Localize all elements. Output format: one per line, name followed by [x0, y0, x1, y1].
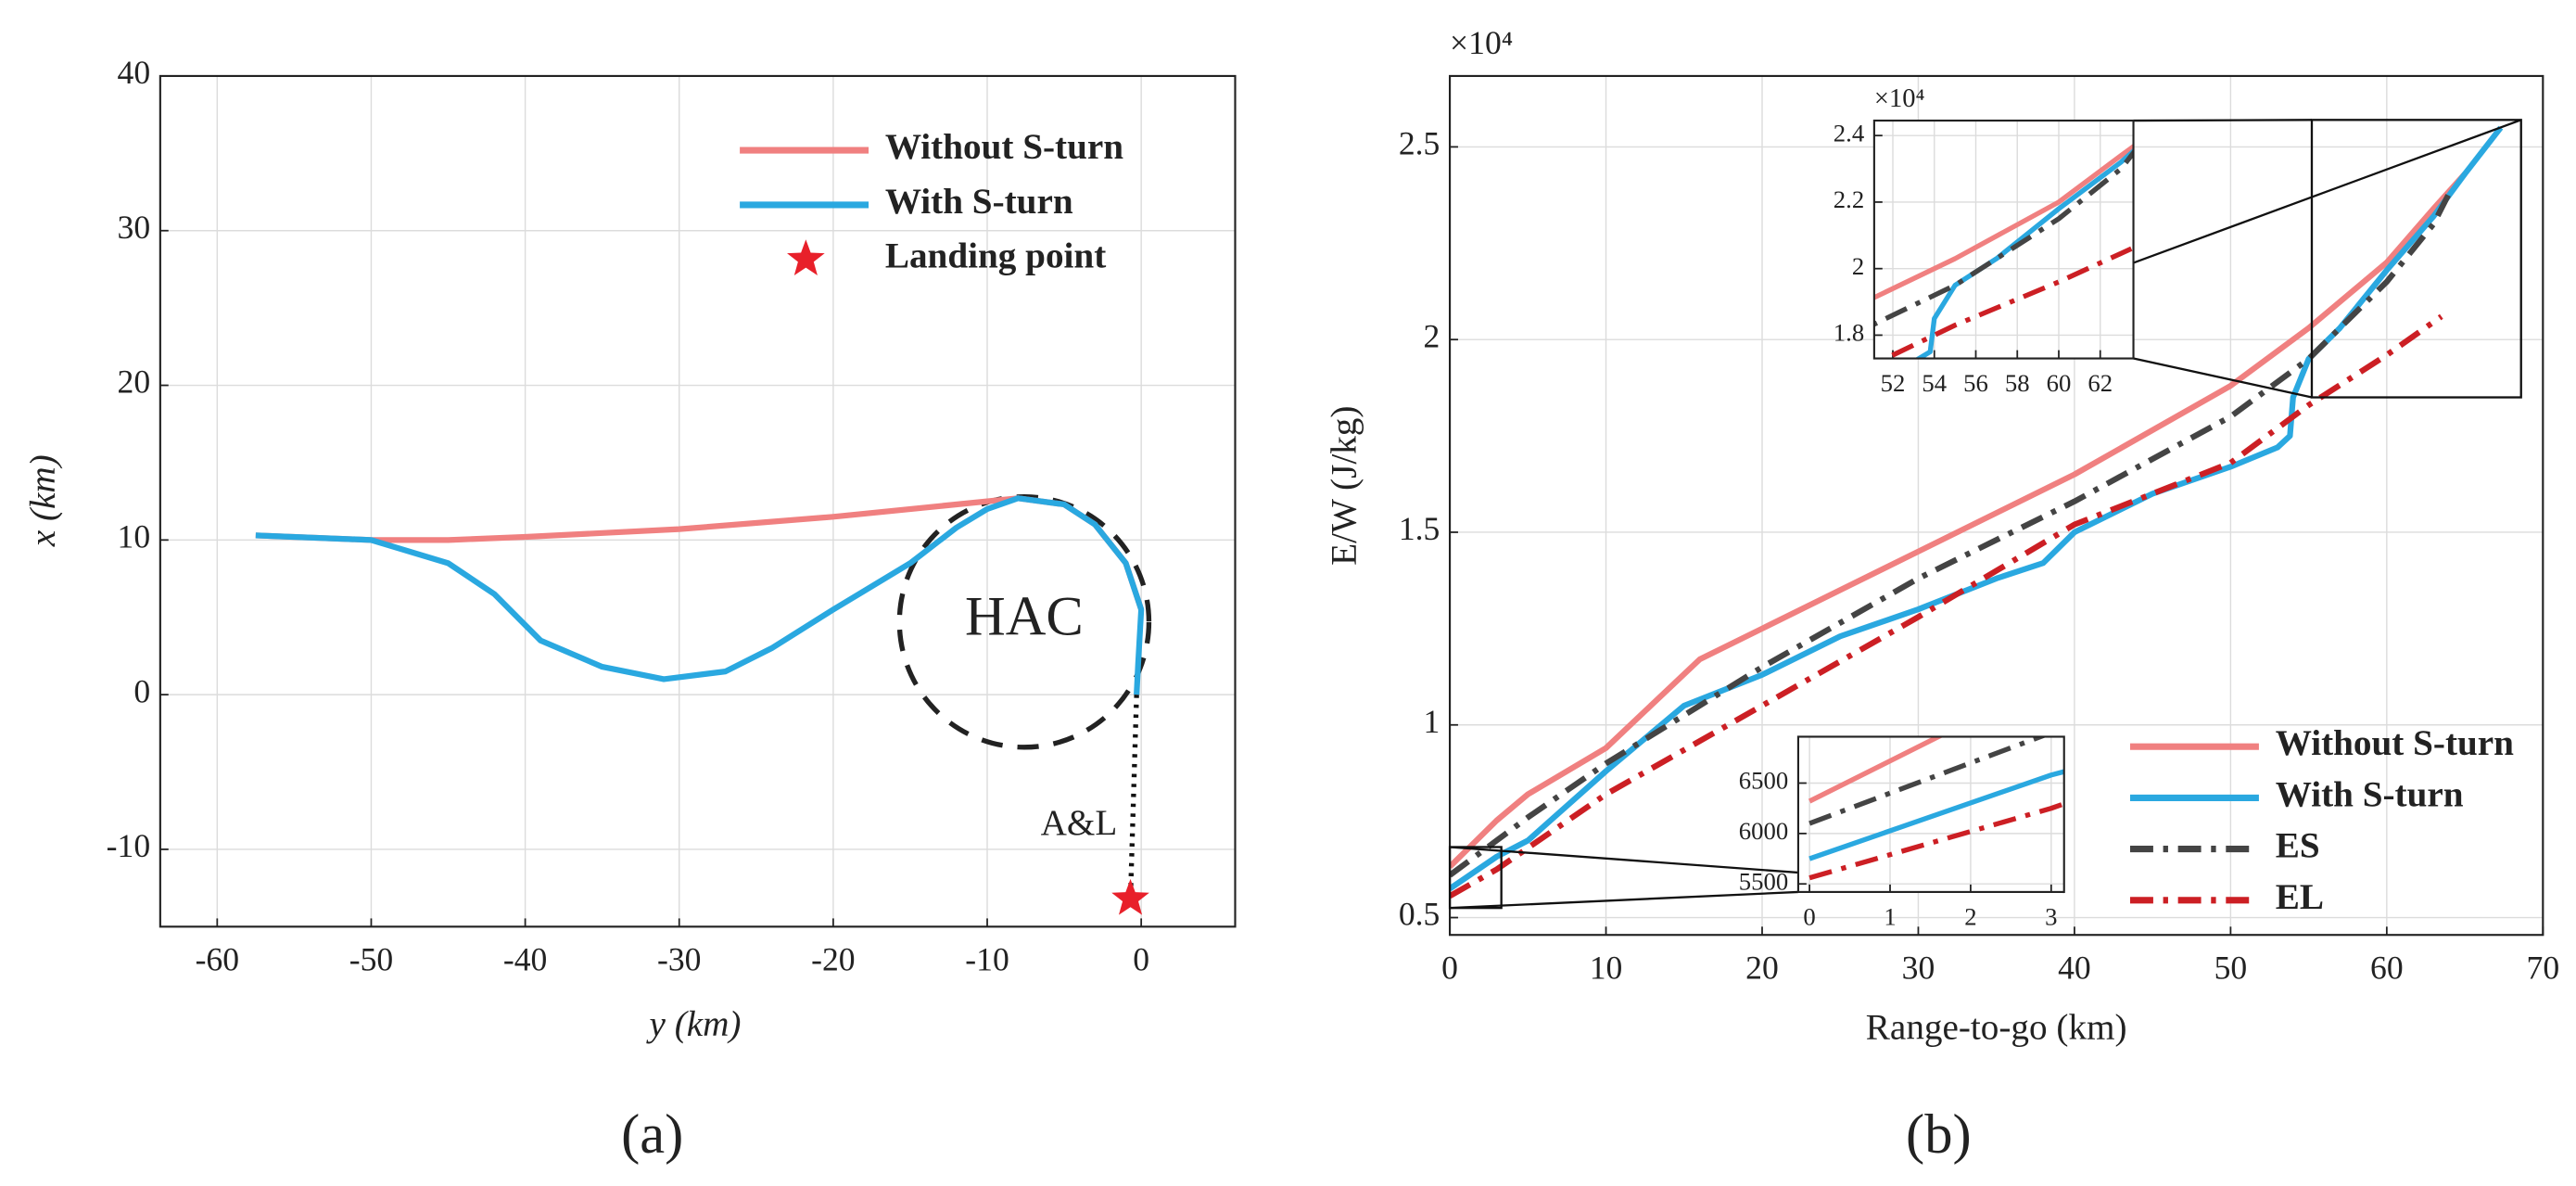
- legend-label: ES: [2276, 826, 2320, 866]
- hac-label: HAC: [965, 586, 1084, 648]
- legend-symbol: [787, 239, 825, 275]
- x-tick-label: 56: [1963, 369, 1988, 397]
- x-tick-label: -40: [503, 941, 547, 978]
- x-tick-label: 40: [2058, 950, 2091, 987]
- x-tick-label: 58: [2005, 369, 2030, 397]
- y-tick-label: 0: [133, 672, 150, 709]
- panel-label: (b): [1906, 1103, 1972, 1166]
- zoom-connector: [1450, 890, 1798, 910]
- zoom-connector: [2133, 119, 2312, 122]
- series-line: [255, 495, 1145, 695]
- x-tick-label: 50: [2214, 950, 2248, 987]
- legend-label: With S-turn: [2276, 774, 2464, 814]
- series-line: [1873, 143, 2134, 300]
- x-tick-label: -50: [349, 941, 393, 978]
- axis-exponent: ×10⁴: [1450, 24, 1513, 61]
- x-tick-label: 1: [1884, 902, 1896, 930]
- x-tick-label: -30: [657, 941, 701, 978]
- legend-label: Without S-turn: [885, 127, 1123, 167]
- x-axis-label: Range-to-go (km): [1866, 1008, 2127, 1048]
- x-tick-label: 52: [1881, 369, 1906, 397]
- approach-label: A&L: [1041, 803, 1118, 843]
- y-tick-label: 5500: [1739, 867, 1788, 895]
- y-tick-label: 40: [118, 54, 151, 91]
- plot-area: [1873, 121, 2134, 359]
- series-line: [1914, 147, 2134, 359]
- x-tick-label: 62: [2087, 369, 2113, 397]
- x-tick-label: 54: [1922, 369, 1947, 397]
- landing-point: [1111, 878, 1149, 915]
- series-line: [1450, 313, 2443, 899]
- approach-line: [1127, 695, 1139, 899]
- y-tick-label: 10: [118, 518, 151, 555]
- panel-label: (a): [621, 1103, 683, 1166]
- x-tick-label: 60: [2370, 950, 2404, 987]
- x-tick-label: 0: [1441, 950, 1458, 987]
- series-line: [1450, 125, 2504, 891]
- y-tick-label: 20: [118, 363, 151, 401]
- y-tick-label: 0.5: [1399, 896, 1440, 933]
- x-tick-label: -20: [811, 941, 855, 978]
- y-tick-label: 30: [118, 209, 151, 246]
- inset-frame: [1796, 735, 2065, 893]
- x-tick-label: -10: [965, 941, 1009, 978]
- y-tick-label: 2: [1852, 252, 1864, 280]
- plot-area: [159, 75, 1236, 927]
- inset-frame: [1872, 119, 2135, 360]
- y-tick-label: 1: [1424, 703, 1440, 740]
- y-tick-label: 1.8: [1834, 319, 1864, 347]
- legend-label: Without S-turn: [2276, 723, 2514, 763]
- x-tick-label: 60: [2047, 369, 2072, 397]
- y-tick-label: 6500: [1739, 767, 1788, 795]
- y-tick-label: -10: [107, 827, 150, 864]
- x-tick-label: 0: [1133, 941, 1149, 978]
- legend-label: EL: [2276, 877, 2324, 917]
- x-tick-label: 0: [1803, 902, 1815, 930]
- y-axis-label: E/W (J/kg): [1325, 406, 1364, 566]
- axis-exponent: ×10⁴: [1874, 84, 1925, 113]
- series-line: [1450, 172, 2468, 869]
- zoom-box: [1448, 846, 1503, 910]
- zoom-connector: [2133, 357, 2313, 399]
- legend-label: With S-turn: [885, 182, 1073, 222]
- x-tick-label: 30: [1902, 950, 1935, 987]
- y-tick-label: 2.4: [1834, 119, 1864, 147]
- y-tick-label: 6000: [1739, 817, 1788, 845]
- x-axis-label: y (km): [646, 1004, 742, 1044]
- x-tick-label: -60: [196, 941, 239, 978]
- x-tick-label: 70: [2527, 950, 2560, 987]
- x-tick-label: 2: [1964, 902, 1976, 930]
- x-tick-label: 20: [1745, 950, 1779, 987]
- y-tick-label: 1.5: [1399, 510, 1440, 547]
- series-line: [1450, 191, 2453, 878]
- zoom-box: [2310, 119, 2522, 399]
- series-line: [1873, 148, 2134, 327]
- x-tick-label: 3: [2045, 902, 2057, 930]
- y-tick-label: 2: [1424, 317, 1440, 354]
- y-tick-label: 2.2: [1834, 185, 1864, 213]
- axes-frame: [1449, 74, 2544, 937]
- y-tick-label: 2.5: [1399, 125, 1440, 162]
- legend-label: Landing point: [885, 236, 1106, 276]
- axes-frame: [159, 74, 1237, 928]
- y-axis-label: x (km): [23, 454, 63, 547]
- x-tick-label: 10: [1590, 950, 1623, 987]
